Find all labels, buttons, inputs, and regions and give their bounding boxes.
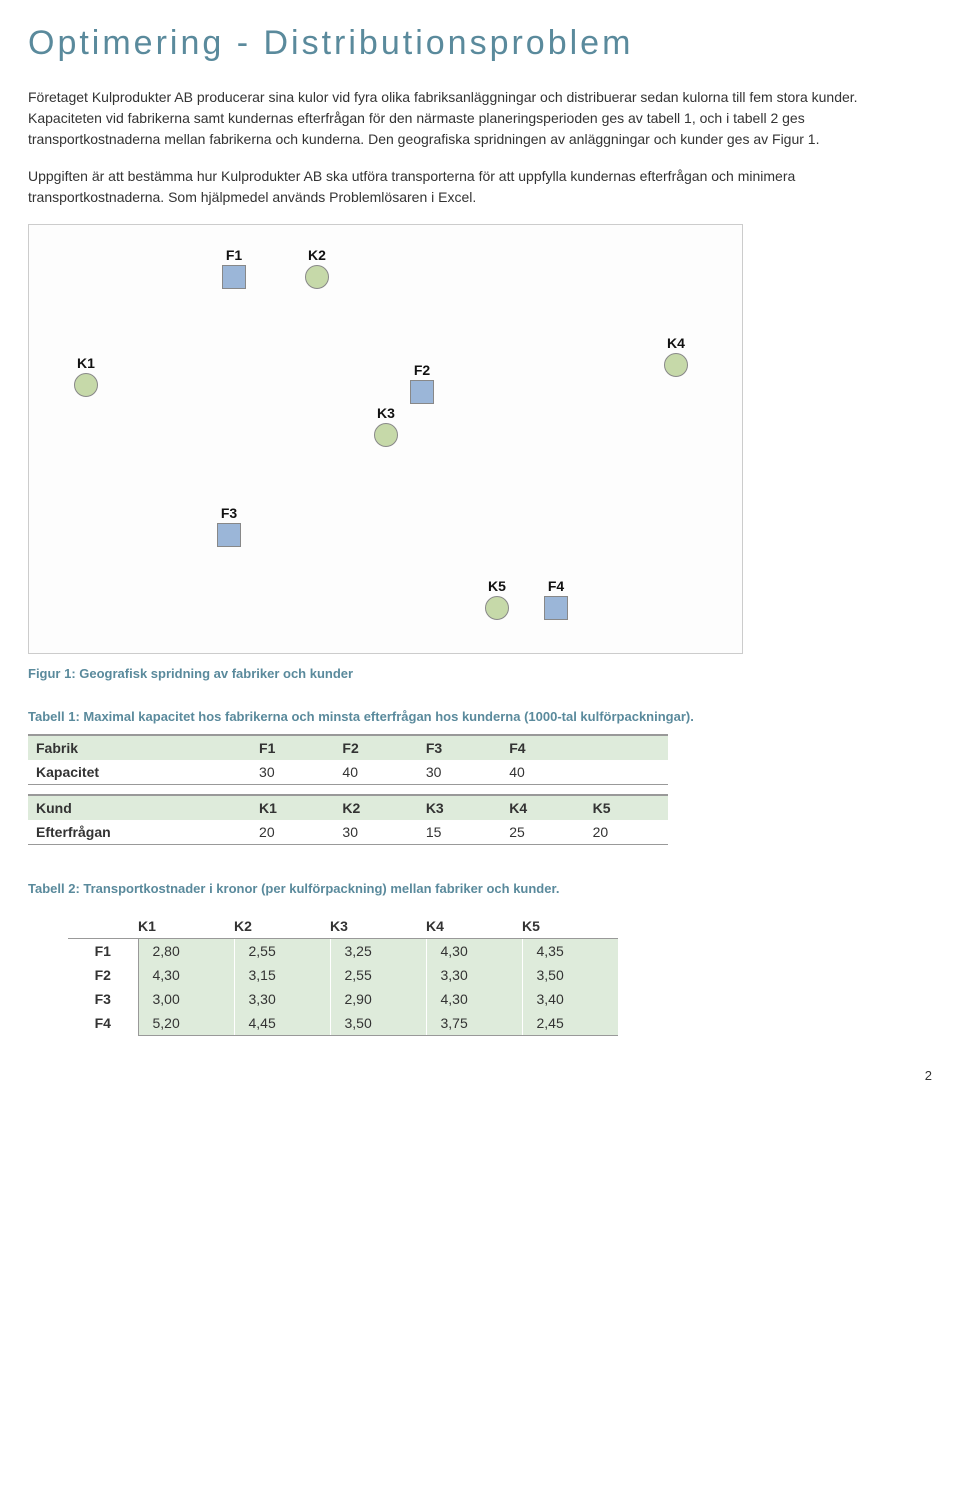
intro-paragraph-2: Uppgiften är att bestämma hur Kulprodukt… (28, 166, 932, 208)
table2-caption: Tabell 2: Transportkostnader i kronor (p… (28, 881, 932, 896)
cell: 3,30 (234, 987, 330, 1011)
cell: 40 (501, 760, 584, 785)
customer-node (485, 596, 509, 620)
col-header: K1 (138, 914, 234, 939)
col-header: K5 (522, 914, 618, 939)
cell: 30 (334, 820, 417, 845)
node-label: K3 (377, 405, 395, 421)
factory-node (217, 523, 241, 547)
table-row: F24,303,152,553,303,50 (68, 963, 618, 987)
cell-label: Kapacitet (28, 760, 251, 785)
cell: 2,90 (330, 987, 426, 1011)
cell: F2 (334, 735, 417, 760)
cell: K1 (251, 795, 334, 820)
table-row: Kund K1 K2 K3 K4 K5 (28, 795, 668, 820)
customer-node (664, 353, 688, 377)
table-row: Efterfrågan 20 30 15 25 20 (28, 820, 668, 845)
cell: 30 (251, 760, 334, 785)
cell: 2,55 (330, 963, 426, 987)
cell (68, 914, 138, 939)
cell: K3 (418, 795, 501, 820)
col-header: K3 (330, 914, 426, 939)
row-header: F2 (68, 963, 138, 987)
intro-paragraph-1: Företaget Kulprodukter AB producerar sin… (28, 87, 932, 150)
node-label: K1 (77, 355, 95, 371)
cell: 2,80 (138, 938, 234, 963)
cell: K2 (334, 795, 417, 820)
node-label: K2 (308, 247, 326, 263)
cell: F4 (501, 735, 584, 760)
cell: 4,45 (234, 1011, 330, 1036)
node-label: F4 (548, 578, 564, 594)
cell-label: Fabrik (28, 735, 251, 760)
table-row: F33,003,302,904,303,40 (68, 987, 618, 1011)
cell-label: Efterfrågan (28, 820, 251, 845)
node-label: K4 (667, 335, 685, 351)
cell (585, 760, 668, 785)
cell: 4,30 (426, 987, 522, 1011)
cell: 40 (334, 760, 417, 785)
table1-caption: Tabell 1: Maximal kapacitet hos fabriker… (28, 709, 932, 724)
page-title: Optimering - Distributionsproblem (28, 24, 932, 63)
table-transport-cost: K1K2K3K4K5F12,802,553,254,304,35F24,303,… (68, 914, 618, 1036)
cell: K5 (585, 795, 668, 820)
node-label: F2 (414, 362, 430, 378)
cell (585, 735, 668, 760)
cell: 2,55 (234, 938, 330, 963)
cell: 2,45 (522, 1011, 618, 1036)
cell: 15 (418, 820, 501, 845)
factory-node (222, 265, 246, 289)
cell: 30 (418, 760, 501, 785)
table-row: F45,204,453,503,752,45 (68, 1011, 618, 1036)
customer-node (74, 373, 98, 397)
cell: 3,40 (522, 987, 618, 1011)
node-label: F3 (221, 505, 237, 521)
cell: 25 (501, 820, 584, 845)
cell: 20 (251, 820, 334, 845)
factory-node (410, 380, 434, 404)
table-capacity-demand: Fabrik F1 F2 F3 F4 Kapacitet 30 40 30 40… (28, 734, 668, 845)
table-row: Kapacitet 30 40 30 40 (28, 760, 668, 785)
figure-caption: Figur 1: Geografisk spridning av fabrike… (28, 666, 932, 681)
cell: 4,30 (426, 938, 522, 963)
factory-node (544, 596, 568, 620)
table-row: Fabrik F1 F2 F3 F4 (28, 735, 668, 760)
row-header: F3 (68, 987, 138, 1011)
node-label: F1 (226, 247, 242, 263)
cell: 3,30 (426, 963, 522, 987)
cell: F1 (251, 735, 334, 760)
cell: 3,00 (138, 987, 234, 1011)
cell: 4,30 (138, 963, 234, 987)
table-row (28, 785, 668, 795)
figure-map: F1 F2 F3 F4 K1 K2 K3 K4 K5 (28, 224, 743, 654)
cell: 3,15 (234, 963, 330, 987)
page-number: 2 (28, 1068, 932, 1083)
cell: 20 (585, 820, 668, 845)
cell: 3,75 (426, 1011, 522, 1036)
node-label: K5 (488, 578, 506, 594)
cell: 4,35 (522, 938, 618, 963)
cell: 5,20 (138, 1011, 234, 1036)
cell: K4 (501, 795, 584, 820)
cell-label: Kund (28, 795, 251, 820)
row-header: F1 (68, 938, 138, 963)
col-header: K2 (234, 914, 330, 939)
customer-node (374, 423, 398, 447)
col-header: K4 (426, 914, 522, 939)
table-row: K1K2K3K4K5 (68, 914, 618, 939)
row-header: F4 (68, 1011, 138, 1036)
customer-node (305, 265, 329, 289)
cell: 3,50 (330, 1011, 426, 1036)
cell: 3,25 (330, 938, 426, 963)
table-row: F12,802,553,254,304,35 (68, 938, 618, 963)
cell: 3,50 (522, 963, 618, 987)
cell: F3 (418, 735, 501, 760)
